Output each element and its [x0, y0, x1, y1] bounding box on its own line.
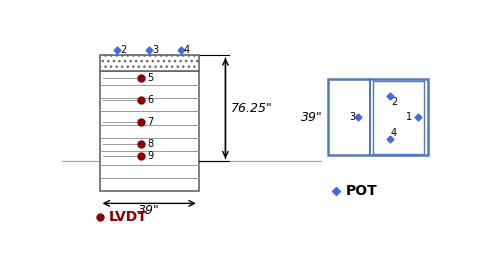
Text: LVDT: LVDT — [109, 210, 148, 224]
Text: 9: 9 — [147, 151, 153, 161]
Text: 4: 4 — [391, 128, 397, 138]
Text: 3: 3 — [152, 45, 158, 55]
Text: 8: 8 — [147, 139, 153, 149]
Bar — [99, 71, 199, 191]
Text: 3: 3 — [349, 112, 355, 122]
Text: 6: 6 — [147, 95, 153, 105]
Text: 2: 2 — [121, 45, 127, 55]
Text: 39": 39" — [301, 111, 323, 124]
Text: 5: 5 — [147, 73, 153, 83]
Text: 2: 2 — [391, 97, 397, 107]
Text: 1: 1 — [406, 112, 412, 122]
Text: 7: 7 — [147, 117, 153, 127]
Text: 76.25": 76.25" — [231, 102, 273, 115]
Bar — [329, 79, 428, 155]
Text: 4: 4 — [184, 45, 190, 55]
Bar — [373, 81, 425, 154]
Bar — [99, 55, 199, 71]
Text: POT: POT — [345, 184, 377, 198]
Text: 39": 39" — [138, 204, 160, 217]
